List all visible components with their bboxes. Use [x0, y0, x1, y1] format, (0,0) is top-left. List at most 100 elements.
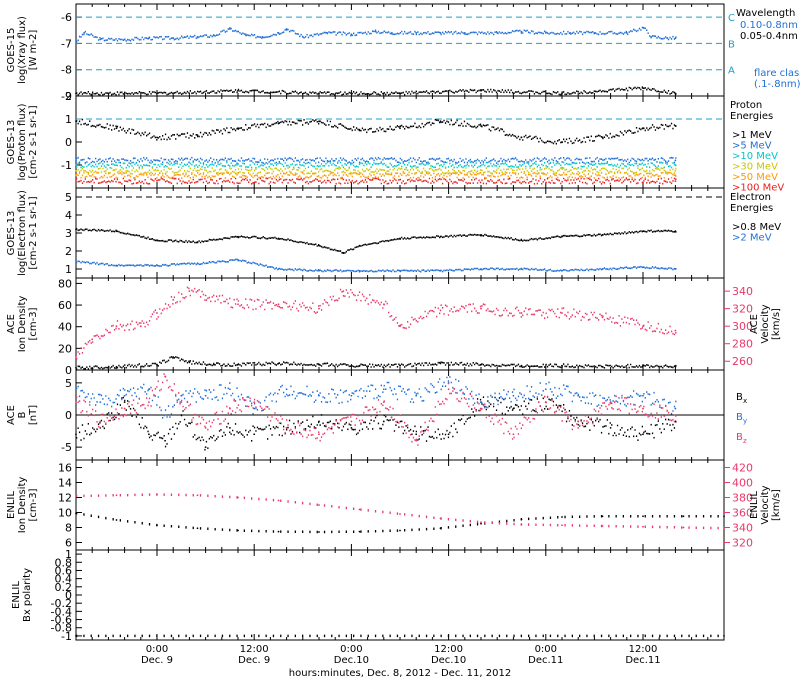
data-point: [301, 35, 304, 38]
data-point: [358, 269, 361, 272]
series-goes13p-5: [75, 177, 677, 185]
data-point: [415, 433, 418, 436]
data-point: [601, 316, 604, 319]
series-path: [76, 228, 677, 254]
y-axis-label: ENLIL: [6, 491, 17, 519]
data-point: [253, 433, 256, 436]
data-point: [75, 228, 77, 231]
data-point: [115, 494, 118, 497]
series-ace_b-0: [75, 396, 677, 451]
legend-title: Wavelength: [736, 8, 795, 19]
x-tick-time: 12:00: [240, 644, 269, 655]
data-point: [156, 524, 158, 527]
series-goes13e-0: [75, 228, 677, 254]
data-point: [561, 141, 563, 143]
y-tick-label: 0: [65, 136, 72, 149]
legend-entry: >10 MeV: [732, 151, 778, 162]
y-axis-label: [cm-2 s-1 sr-1]: [28, 105, 39, 178]
data-point: [577, 426, 580, 429]
data-point: [350, 394, 353, 397]
data-point: [374, 30, 377, 33]
legend-title: Electron: [730, 192, 771, 203]
legend-entry: >2 MeV: [732, 233, 772, 244]
data-point: [439, 120, 442, 123]
data-point: [277, 303, 280, 306]
y-tick-label: 0: [65, 589, 72, 602]
data-point: [609, 426, 612, 429]
data-point: [164, 439, 167, 442]
data-point: [520, 518, 523, 521]
data-point: [196, 35, 199, 38]
y2-tick-label: 260: [732, 355, 753, 368]
y-tick-label: 1: [65, 548, 72, 561]
y-tick-label: -0.4: [51, 605, 72, 618]
series-path: [76, 356, 677, 371]
data-point: [204, 446, 207, 449]
y-axis-label: Bx polarity: [22, 568, 33, 622]
data-point: [75, 512, 77, 515]
data-point: [75, 92, 77, 95]
data-point: [447, 388, 450, 391]
y-tick-label: 12: [58, 492, 72, 505]
data-point: [75, 164, 77, 166]
series-path: [76, 26, 677, 43]
y2-axis-label: ACE: [749, 314, 760, 334]
data-point: [156, 493, 158, 496]
data-point: [180, 401, 183, 404]
series-goes13p-0: [75, 118, 677, 145]
data-point: [277, 499, 280, 502]
y-axis-label: [cm-3]: [28, 307, 39, 340]
data-point: [75, 180, 77, 183]
data-point: [674, 180, 677, 183]
x-tick-date: Dec. 9: [141, 655, 173, 666]
data-point: [156, 363, 158, 366]
data-point: [326, 32, 328, 34]
data-point: [674, 407, 677, 410]
y-tick-label: 40: [58, 321, 72, 334]
legend-subscript: z: [743, 437, 747, 445]
data-point: [148, 433, 150, 436]
data-point: [642, 433, 644, 436]
data-point: [391, 32, 393, 34]
data-point: [277, 268, 280, 270]
series-path: [76, 512, 719, 534]
series-goes13p-1: [75, 156, 677, 164]
y-tick-label: 0.4: [55, 573, 73, 586]
data-point: [204, 294, 207, 297]
y-axis-label: log(Proton flux): [17, 103, 28, 180]
data-point: [318, 420, 320, 423]
y-axis-label: log(Electron flux): [17, 190, 28, 276]
data-point: [723, 515, 725, 518]
x-tick-date: Dec.10: [334, 655, 369, 666]
data-point: [674, 37, 677, 40]
y-axis-label: [cm-3]: [28, 488, 39, 521]
panel-enlil_bx: -1-0.8-0.6-0.4-0.200.20.40.60.81 ENLIL Bx …: [11, 548, 725, 643]
data-point: [439, 32, 442, 34]
data-point: [164, 414, 167, 416]
data-point: [480, 522, 482, 525]
data-point: [642, 407, 644, 410]
data-point: [156, 312, 158, 314]
series-path: [76, 396, 677, 451]
data-point: [318, 120, 320, 123]
data-point: [642, 515, 644, 518]
y-tick-label: 0: [65, 409, 72, 422]
x-tick-date: Dec. 9: [238, 655, 270, 666]
data-point: [318, 363, 320, 366]
data-point: [285, 426, 288, 429]
legend-entry: >1 MeV: [732, 130, 772, 141]
data-point: [415, 32, 418, 34]
data-point: [115, 365, 118, 368]
y2-axis-label: [km/s]: [771, 489, 782, 521]
y-tick-label: -1: [61, 159, 72, 172]
y-tick-label: 8: [65, 522, 72, 535]
data-point: [285, 388, 288, 391]
data-point: [439, 309, 442, 312]
y-tick-label: 1: [65, 263, 72, 276]
y-tick-label: 0.6: [55, 564, 73, 577]
data-point: [358, 508, 361, 511]
data-point: [237, 363, 239, 366]
data-point: [358, 530, 361, 533]
data-point: [123, 394, 126, 397]
data-point: [561, 235, 563, 238]
